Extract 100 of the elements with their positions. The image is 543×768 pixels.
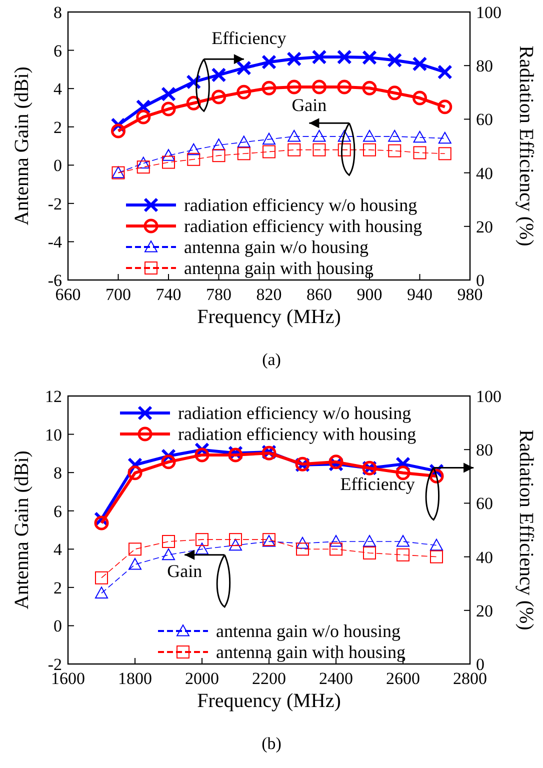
point	[286, 51, 302, 66]
point	[187, 143, 200, 156]
legend-label: antenna gain with housing	[216, 642, 406, 662]
point	[162, 548, 175, 560]
y-tick-label: 6	[54, 41, 62, 60]
x-tick-label: 940	[407, 285, 432, 304]
point	[128, 466, 142, 480]
point	[312, 80, 326, 94]
point	[387, 86, 402, 100]
y-tick-label: -2	[48, 194, 62, 214]
legend-label: radiation efficiency with housing	[184, 216, 422, 236]
point	[363, 534, 376, 547]
point	[312, 143, 326, 156]
point	[330, 542, 342, 556]
point	[438, 147, 452, 160]
point	[212, 138, 226, 150]
y-tick-label: 12	[45, 387, 62, 406]
point	[288, 130, 301, 142]
point	[336, 50, 352, 65]
y-tick-label: 4	[54, 80, 62, 99]
point	[262, 80, 276, 96]
y2-tick-label: 20	[476, 217, 493, 236]
point	[337, 80, 352, 94]
point	[262, 54, 276, 70]
x-axis-title: Frequency (MHz)	[197, 306, 341, 328]
point	[136, 156, 150, 169]
point	[162, 156, 175, 169]
x-axis-title: Frequency (MHz)	[197, 690, 341, 712]
point	[136, 160, 150, 174]
x-tick-label: 700	[106, 285, 131, 304]
x-tick-label: 2200	[252, 669, 286, 688]
y2-tick-label: 40	[476, 164, 493, 183]
y-axis-title: Antenna Gain (dBi)	[11, 66, 33, 226]
point	[388, 144, 402, 158]
point	[430, 550, 443, 564]
point	[338, 130, 351, 142]
y2-tick-label: 60	[476, 494, 493, 514]
point	[330, 534, 342, 547]
x-tick-label: 2000	[185, 669, 219, 688]
y2-axis-title: Radiation Efficiency (%)	[515, 46, 537, 246]
y-tick-label: 8	[54, 464, 62, 483]
legend-label: antenna gain w/o housing	[184, 237, 368, 257]
point	[312, 130, 326, 142]
point	[362, 50, 377, 66]
point	[388, 130, 402, 142]
annotation: Gain	[292, 95, 327, 116]
point	[363, 130, 376, 142]
point	[438, 132, 452, 144]
legend-label: radiation efficiency with housing	[178, 424, 416, 444]
text: (a)	[262, 350, 281, 369]
point	[412, 56, 428, 72]
point	[396, 548, 410, 562]
y2-axis-title: Radiation Efficiency (%)	[515, 430, 537, 630]
point	[161, 102, 176, 116]
legend-label: antenna gain with housing	[184, 258, 374, 278]
point	[212, 149, 226, 162]
y2-tick-label: 40	[476, 548, 493, 567]
point	[128, 558, 142, 570]
point	[161, 454, 176, 470]
point	[362, 80, 377, 96]
x-tick-label: 860	[306, 285, 332, 304]
point	[236, 60, 252, 76]
point	[196, 542, 208, 554]
y-tick-label: 2	[54, 578, 62, 598]
y2-tick-label: 80	[476, 56, 493, 76]
point	[212, 90, 226, 104]
y2-tick-label: 80	[476, 440, 493, 460]
point	[196, 533, 208, 546]
point	[412, 90, 427, 106]
y-axis-title: Antenna Gain (dBi)	[11, 450, 33, 610]
annotation: Efficiency	[212, 28, 286, 48]
annotation: Efficiency	[340, 474, 415, 494]
y-tick-label: 2	[54, 118, 62, 137]
y-tick-label: 10	[45, 425, 62, 444]
point	[438, 100, 452, 114]
point	[229, 533, 242, 546]
y-tick-label: 8	[54, 3, 62, 22]
point	[95, 571, 108, 584]
point	[387, 52, 402, 68]
point	[95, 586, 108, 598]
legend-label: radiation efficiency w/o housing	[184, 195, 418, 215]
x-tick-label: 2600	[386, 669, 420, 688]
point	[396, 534, 410, 547]
y2-tick-label: 20	[476, 601, 493, 620]
point	[94, 516, 109, 530]
y-tick-label: 0	[54, 156, 62, 176]
x-tick-label: 780	[206, 285, 232, 304]
point	[296, 536, 309, 549]
y-tick-label: 4	[54, 540, 62, 560]
point	[187, 152, 200, 166]
text: (b)	[262, 734, 282, 753]
x-tick-label: 2400	[319, 669, 353, 688]
y-tick-label: 0	[54, 616, 62, 636]
point	[236, 84, 252, 100]
point	[430, 538, 443, 551]
x-tick-label: 900	[356, 285, 382, 304]
annotation: Gain	[167, 560, 202, 581]
point	[211, 67, 226, 82]
legend-label: antenna gain w/o housing	[216, 621, 400, 641]
point	[413, 130, 426, 143]
